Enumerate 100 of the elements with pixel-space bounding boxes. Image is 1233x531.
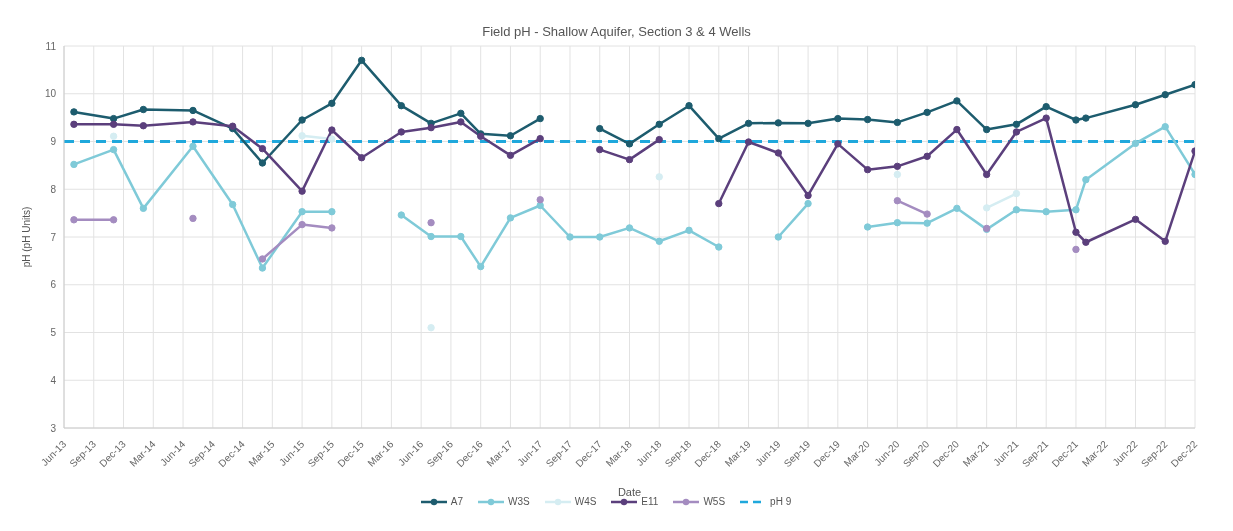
point bbox=[189, 142, 197, 150]
point bbox=[506, 132, 515, 140]
point bbox=[953, 97, 961, 105]
point bbox=[427, 218, 435, 227]
point bbox=[298, 207, 306, 216]
point bbox=[1161, 123, 1169, 131]
point bbox=[397, 128, 406, 136]
point bbox=[298, 220, 306, 229]
point bbox=[70, 160, 78, 169]
point bbox=[397, 211, 406, 219]
point bbox=[139, 105, 148, 114]
point bbox=[109, 145, 118, 154]
point bbox=[1042, 207, 1050, 216]
point bbox=[457, 118, 465, 126]
point bbox=[139, 122, 148, 130]
point bbox=[893, 118, 902, 127]
point bbox=[1161, 237, 1169, 245]
point bbox=[397, 101, 406, 110]
point bbox=[1072, 206, 1080, 214]
point bbox=[982, 204, 991, 212]
point bbox=[1072, 245, 1080, 254]
x-axis-title: Date bbox=[617, 486, 642, 498]
point bbox=[427, 123, 435, 132]
chart-title: Field pH - Shallow Aquifer, Section 3 & 4 Wells bbox=[481, 23, 752, 39]
point bbox=[1082, 176, 1090, 184]
point bbox=[328, 207, 336, 216]
point bbox=[1012, 128, 1021, 136]
point bbox=[1072, 228, 1080, 236]
point bbox=[1082, 238, 1090, 246]
point bbox=[923, 108, 931, 117]
point bbox=[298, 132, 306, 140]
point bbox=[566, 233, 574, 241]
point bbox=[1131, 101, 1140, 109]
point bbox=[457, 109, 465, 118]
point bbox=[70, 120, 78, 129]
point bbox=[655, 237, 663, 245]
point bbox=[536, 114, 544, 123]
point bbox=[834, 140, 842, 148]
point bbox=[655, 135, 663, 144]
point bbox=[298, 187, 306, 195]
y-tick-label: 11 bbox=[45, 40, 57, 52]
point bbox=[715, 243, 723, 251]
point bbox=[953, 125, 961, 134]
point bbox=[625, 224, 634, 232]
y-tick-label: 7 bbox=[50, 231, 57, 243]
legend-label: E11 bbox=[641, 496, 659, 507]
legend-label: W5S bbox=[703, 496, 726, 507]
point bbox=[893, 170, 902, 179]
point bbox=[109, 216, 118, 224]
y-tick-label: 10 bbox=[44, 88, 57, 100]
point bbox=[328, 135, 336, 143]
point bbox=[655, 173, 663, 181]
point bbox=[923, 210, 931, 218]
point bbox=[109, 114, 118, 123]
point bbox=[982, 170, 991, 179]
point bbox=[715, 199, 723, 208]
legend-label: A7 bbox=[450, 496, 464, 507]
y-tick-label: 9 bbox=[50, 136, 57, 148]
point bbox=[109, 120, 118, 129]
point bbox=[774, 149, 783, 157]
point bbox=[328, 126, 336, 134]
point bbox=[536, 201, 544, 210]
point bbox=[1042, 114, 1050, 122]
point bbox=[1042, 102, 1050, 111]
point bbox=[258, 159, 267, 167]
point bbox=[923, 219, 931, 227]
legend-label: pH 9 bbox=[770, 496, 792, 507]
point bbox=[70, 216, 78, 224]
y-tick-label: 5 bbox=[50, 327, 57, 339]
point bbox=[1012, 120, 1021, 129]
point bbox=[625, 155, 634, 164]
point bbox=[1072, 116, 1080, 124]
point bbox=[457, 232, 465, 241]
point bbox=[1012, 206, 1021, 214]
point bbox=[863, 115, 872, 124]
point bbox=[536, 134, 544, 143]
point bbox=[804, 199, 812, 208]
point bbox=[596, 124, 604, 133]
point bbox=[357, 56, 366, 65]
point bbox=[1161, 91, 1169, 99]
point bbox=[893, 197, 902, 205]
point bbox=[258, 264, 267, 272]
point bbox=[328, 224, 336, 232]
point bbox=[804, 191, 812, 200]
point bbox=[923, 152, 931, 160]
y-tick-label: 4 bbox=[50, 374, 57, 386]
point bbox=[328, 99, 336, 107]
point bbox=[625, 140, 634, 148]
point bbox=[744, 138, 753, 146]
y-tick-label: 3 bbox=[50, 422, 57, 434]
point bbox=[1012, 189, 1021, 198]
y-tick-label: 8 bbox=[50, 183, 57, 195]
point bbox=[893, 162, 902, 171]
point bbox=[298, 116, 306, 124]
point bbox=[863, 165, 872, 174]
y-axis-title: pH (pH Units) bbox=[20, 206, 32, 268]
point bbox=[427, 232, 435, 241]
point bbox=[427, 324, 435, 332]
point bbox=[774, 119, 783, 127]
point bbox=[804, 119, 812, 128]
